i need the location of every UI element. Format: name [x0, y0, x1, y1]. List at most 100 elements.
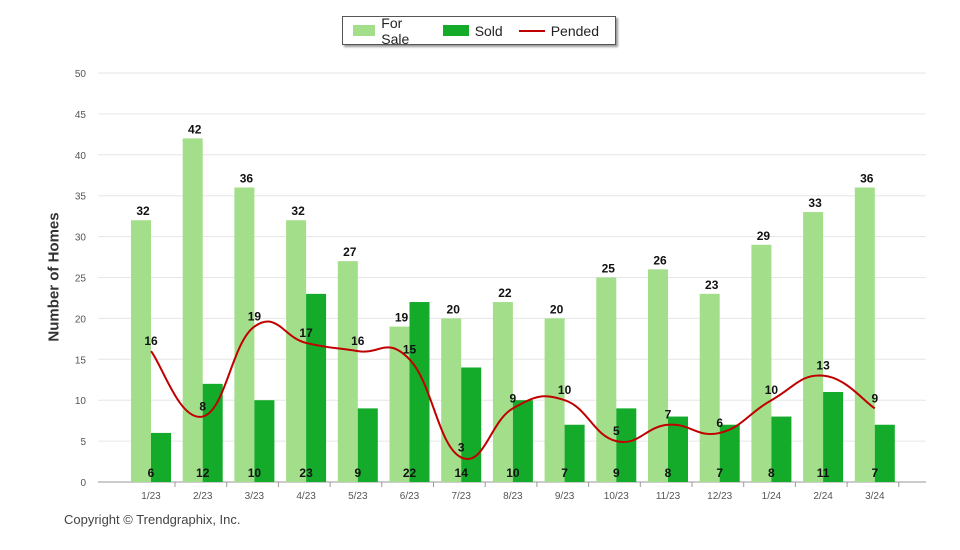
data-label-pended: 16	[144, 334, 158, 348]
data-label-pended: 9	[871, 391, 878, 405]
line-pended	[150, 320, 876, 461]
bar-sold	[254, 400, 275, 482]
bar-sold	[564, 424, 585, 482]
data-label-pended: 9	[510, 391, 517, 405]
bar-for-sale	[234, 187, 255, 482]
copyright-label: Copyright © Trendgraphix, Inc.	[64, 512, 241, 527]
data-label-for-sale: 42	[188, 122, 202, 136]
bar-for-sale	[492, 302, 513, 482]
data-label-sold: 9	[613, 466, 620, 480]
data-label-for-sale: 36	[240, 172, 254, 186]
data-label-pended: 10	[765, 383, 779, 397]
bar-for-sale	[337, 261, 358, 482]
bar-sold	[409, 302, 430, 482]
bar-for-sale	[803, 212, 824, 482]
bar-for-sale	[286, 220, 307, 483]
data-label-pended: 19	[248, 310, 262, 324]
legend-item-for-sale[interactable]: For Sale	[353, 15, 427, 47]
legend-item-sold[interactable]: Sold	[442, 23, 503, 39]
y-tick-label: 30	[75, 233, 87, 244]
data-label-sold: 7	[561, 466, 568, 480]
data-label-for-sale: 23	[705, 278, 719, 292]
data-label-pended: 8	[199, 400, 206, 414]
data-label-sold: 7	[871, 466, 878, 480]
bar-sold	[306, 293, 327, 482]
legend-swatch-for-sale	[353, 25, 376, 36]
data-label-for-sale: 26	[653, 253, 667, 267]
data-label-pended: 15	[403, 342, 417, 356]
x-tick-label: 2/23	[193, 491, 213, 502]
x-tick-label: 12/23	[707, 491, 732, 502]
x-tick-label: 7/23	[451, 491, 471, 502]
chart-legend: For Sale Sold Pended	[342, 15, 616, 47]
bar-sold	[202, 383, 223, 482]
bar-for-sale	[131, 220, 151, 483]
bar-sold	[874, 424, 895, 482]
data-label-for-sale: 29	[757, 229, 771, 243]
bar-for-sale	[699, 293, 720, 482]
bar-sold	[461, 367, 482, 482]
x-tick-label: 8/23	[503, 491, 523, 502]
y-tick-label: 50	[75, 69, 87, 80]
legend-swatch-pended	[518, 29, 545, 32]
bar-sold	[771, 416, 792, 482]
x-tick-label: 9/23	[555, 491, 575, 502]
bar-for-sale	[389, 326, 410, 482]
data-label-pended: 16	[351, 334, 365, 348]
bar-for-sale	[441, 318, 462, 482]
data-label-sold: 14	[455, 466, 469, 480]
data-label-sold: 9	[354, 466, 361, 480]
data-label-sold: 11	[817, 466, 830, 480]
bar-sold	[616, 408, 637, 482]
data-label-for-sale: 19	[395, 311, 409, 325]
data-label-sold: 8	[665, 466, 672, 480]
data-label-pended: 13	[816, 359, 830, 373]
y-tick-label: 25	[75, 274, 87, 285]
y-tick-label: 35	[75, 192, 87, 203]
y-tick-label: 10	[75, 396, 87, 407]
legend-label-for-sale: For Sale	[381, 14, 410, 47]
bar-for-sale	[596, 277, 617, 482]
data-label-sold: 10	[248, 466, 262, 480]
data-label-sold: 6	[148, 466, 155, 480]
y-tick-label: 20	[75, 314, 87, 325]
data-label-pended: 17	[299, 326, 313, 340]
x-tick-label: 11/23	[656, 491, 681, 502]
data-label-for-sale: 27	[343, 245, 357, 259]
data-label-sold: 12	[196, 466, 210, 480]
x-tick-label: 3/24	[865, 491, 885, 502]
y-tick-label: 45	[75, 110, 87, 121]
data-label-pended: 10	[558, 383, 572, 397]
bar-sold	[151, 432, 171, 482]
data-label-for-sale: 22	[498, 286, 512, 300]
x-tick-label: 3/23	[245, 491, 265, 502]
data-label-sold: 23	[299, 466, 313, 480]
bar-for-sale	[182, 138, 203, 482]
bar-sold	[719, 424, 740, 482]
y-tick-label: 40	[75, 151, 87, 162]
x-tick-label: 1/23	[141, 491, 161, 502]
x-tick-label: 5/23	[348, 491, 368, 502]
bar-sold	[823, 392, 844, 482]
bar-for-sale	[648, 269, 668, 482]
data-label-pended: 5	[613, 424, 620, 438]
y-tick-label: 15	[75, 355, 87, 366]
data-label-sold: 7	[716, 466, 723, 480]
data-label-for-sale: 32	[291, 204, 305, 218]
x-tick-label: 4/23	[296, 491, 316, 502]
y-tick-label: 0	[80, 478, 86, 489]
data-label-for-sale: 20	[550, 302, 564, 316]
data-label-sold: 8	[768, 466, 775, 480]
legend-item-pended[interactable]: Pended	[518, 22, 599, 39]
data-label-for-sale: 36	[860, 172, 874, 186]
x-tick-label: 6/23	[400, 491, 420, 502]
bar-for-sale	[751, 244, 772, 482]
copyright-text: Copyright © Trendgraphix, Inc.	[64, 512, 960, 527]
legend-label-pended: Pended	[550, 22, 599, 39]
legend-swatch-sold	[442, 25, 469, 36]
data-label-for-sale: 20	[447, 302, 461, 316]
data-label-for-sale: 25	[602, 262, 616, 276]
y-tick-label: 5	[80, 437, 86, 448]
bar-sold	[668, 416, 688, 482]
